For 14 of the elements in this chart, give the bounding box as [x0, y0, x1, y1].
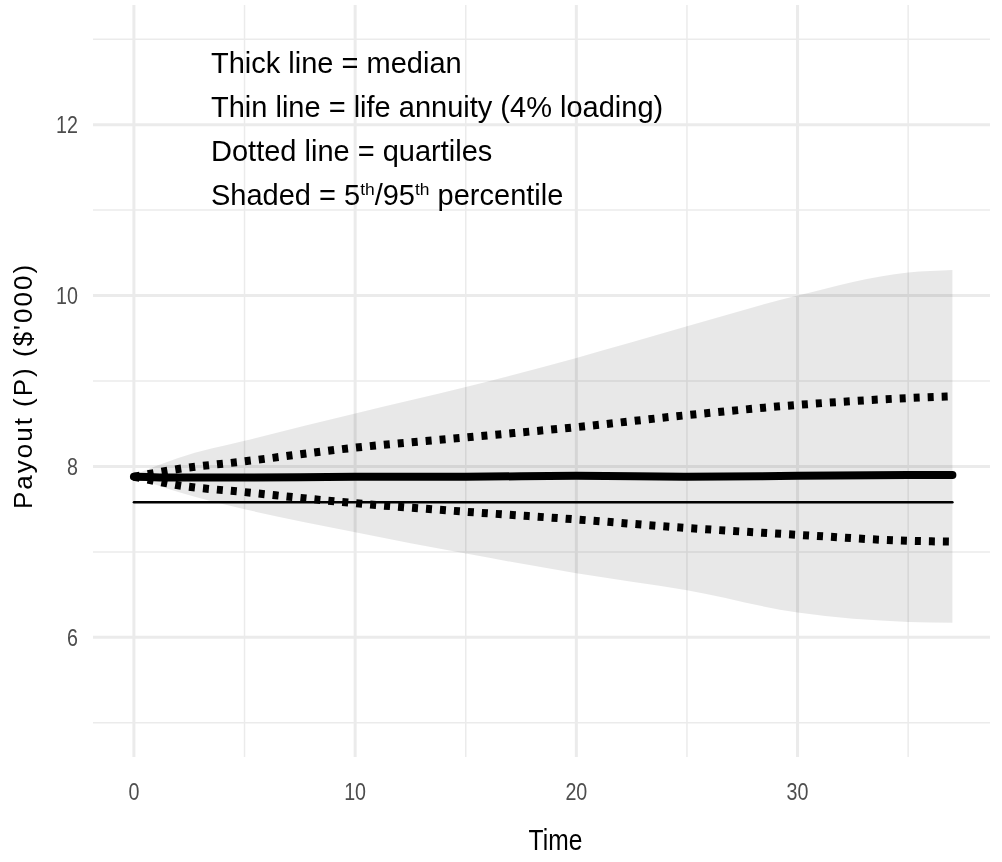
- y-tick-label: 6: [67, 623, 78, 652]
- x-tick-label: 30: [786, 778, 809, 806]
- x-tick-label: 0: [128, 778, 140, 806]
- y-tick-label: 8: [67, 452, 78, 481]
- x-tick-label: 20: [565, 778, 588, 806]
- y-axis-title: Payout (P) ($'000): [8, 262, 38, 510]
- annotation: Thick line = median: [211, 47, 462, 79]
- annotation: Shaded = 5$^{th}$/95$^{th}$ percentile: [211, 179, 564, 211]
- annotation: Dotted line = quartiles: [211, 135, 493, 167]
- x-axis-title: Time: [528, 822, 583, 857]
- y-tick-label: 10: [56, 282, 78, 310]
- x-tick-label: 10: [344, 778, 367, 806]
- y-tick-label: 12: [56, 111, 78, 139]
- annotation: Thin line = life annuity (4% loading): [211, 91, 664, 123]
